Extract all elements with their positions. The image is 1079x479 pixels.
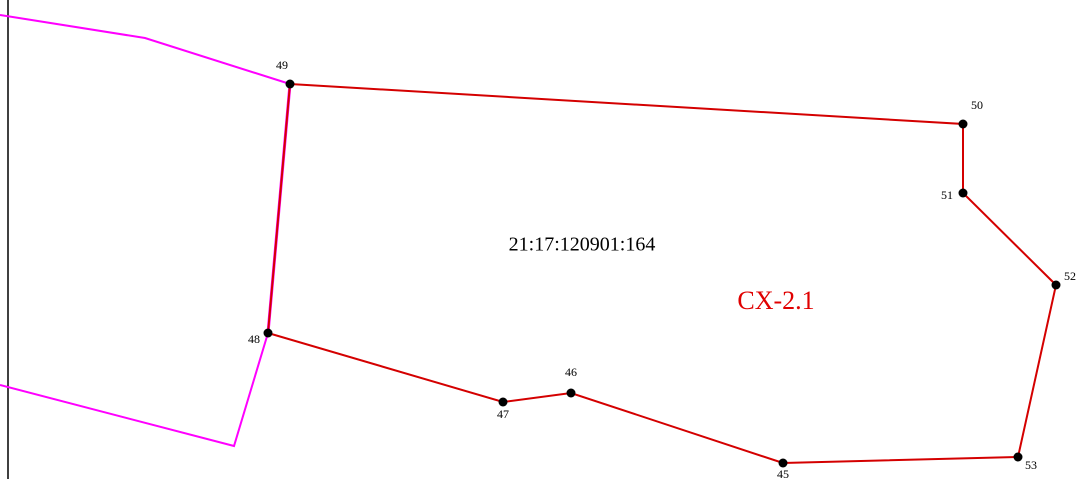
boundary-point <box>958 119 968 129</box>
point-label: 52 <box>1064 269 1076 283</box>
point-label: 53 <box>1025 458 1037 472</box>
zone-label: CX-2.1 <box>737 286 814 315</box>
cadastral-number: 21:17:120901:164 <box>509 234 656 256</box>
point-label: 51 <box>941 188 953 202</box>
point-label: 49 <box>276 58 288 72</box>
parcel-boundary <box>266 82 1058 465</box>
boundary-point <box>263 328 273 338</box>
boundary-point <box>1013 452 1023 462</box>
boundary-point <box>285 79 295 89</box>
boundary-point <box>498 397 508 407</box>
boundary-point <box>958 188 968 198</box>
point-label: 48 <box>248 332 260 346</box>
neighbor-boundary <box>0 14 291 85</box>
neighbor-boundary <box>0 332 269 448</box>
boundary-point <box>778 458 788 468</box>
point-label: 46 <box>565 365 577 379</box>
point-label: 50 <box>971 98 983 112</box>
point-label: 45 <box>777 467 789 479</box>
boundary-point <box>1051 280 1061 290</box>
point-label: 47 <box>497 407 509 421</box>
boundary-point <box>566 388 576 398</box>
boundary-points: 49 50 51 52 53 45 46 47 48 <box>248 58 1076 479</box>
